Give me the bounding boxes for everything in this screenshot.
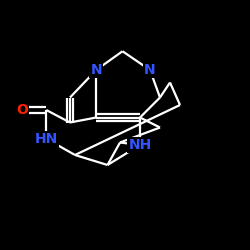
Text: HN: HN — [34, 132, 58, 146]
Text: NH: NH — [128, 138, 152, 152]
Text: O: O — [16, 103, 28, 117]
Text: N: N — [90, 63, 102, 77]
Text: N: N — [144, 63, 156, 77]
